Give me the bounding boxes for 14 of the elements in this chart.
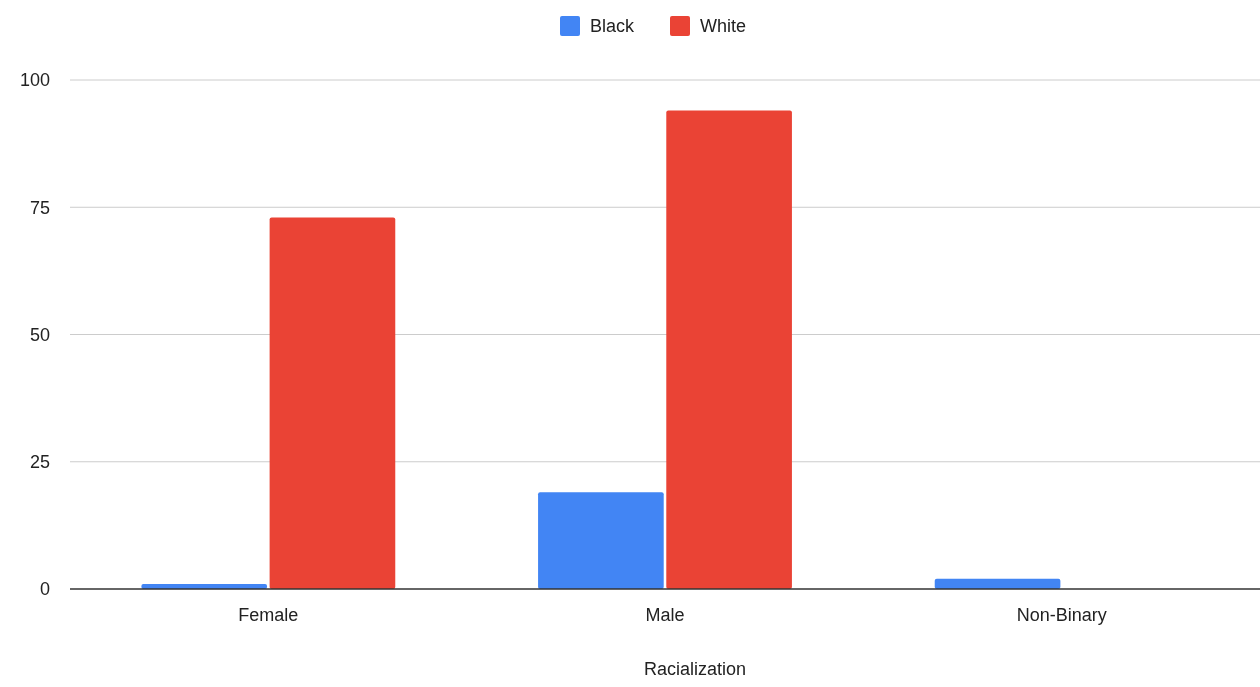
x-axis-title: Racialization bbox=[643, 659, 747, 679]
legend-label: White bbox=[700, 16, 747, 37]
y-tick-label: 75 bbox=[29, 197, 50, 218]
legend-label: Black bbox=[590, 16, 636, 37]
y-tick-label: 0 bbox=[39, 579, 50, 600]
y-tick-label: 25 bbox=[29, 452, 50, 473]
bar bbox=[269, 217, 396, 589]
x-tick-label: Male bbox=[645, 605, 685, 625]
y-tick-label: 100 bbox=[19, 70, 50, 91]
bar bbox=[666, 110, 792, 589]
x-tick-label: Female bbox=[238, 605, 299, 625]
x-tick-label: Non-Binary bbox=[1016, 605, 1107, 625]
bar bbox=[538, 492, 664, 589]
y-tick-label: 50 bbox=[29, 324, 50, 345]
